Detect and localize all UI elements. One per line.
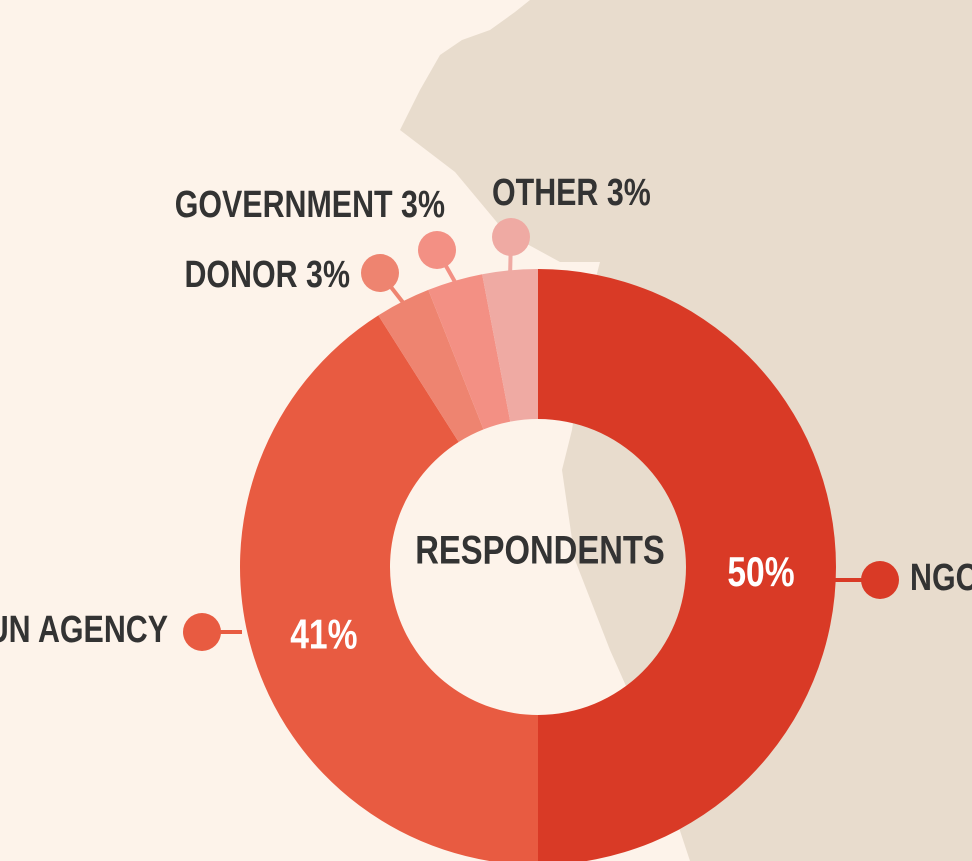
category-label: UN AGENCY <box>0 609 168 651</box>
value-label: 3% <box>401 184 445 226</box>
category-label: DONOR <box>184 254 297 296</box>
center-label: RESPONDENTS <box>415 527 665 572</box>
slice-label: UN AGENCY <box>0 609 168 651</box>
slice <box>482 269 538 422</box>
slice <box>240 315 538 861</box>
slice-label: NGO <box>910 557 972 599</box>
value-label: 41% <box>290 612 357 658</box>
value-label: 3% <box>306 254 350 296</box>
space <box>598 172 606 214</box>
callout-dot <box>183 613 221 651</box>
slice <box>378 289 484 443</box>
callout-dot <box>361 254 399 292</box>
slice-label: OTHER 3% <box>492 172 651 214</box>
category-label: GOVERNMENT <box>175 184 393 226</box>
slice <box>538 269 836 861</box>
space <box>298 254 306 296</box>
callout-dot <box>861 561 899 599</box>
value-label: 50% <box>727 550 794 596</box>
space <box>393 184 401 226</box>
value-label: 3% <box>607 172 651 214</box>
category-label: OTHER <box>492 172 599 214</box>
slice <box>428 274 511 430</box>
slice-label: DONOR 3% <box>184 254 350 296</box>
callout-dot <box>492 218 530 256</box>
callout-dot <box>418 231 456 269</box>
slice-label: GOVERNMENT 3% <box>175 184 445 226</box>
category-label: NGO <box>910 557 972 599</box>
